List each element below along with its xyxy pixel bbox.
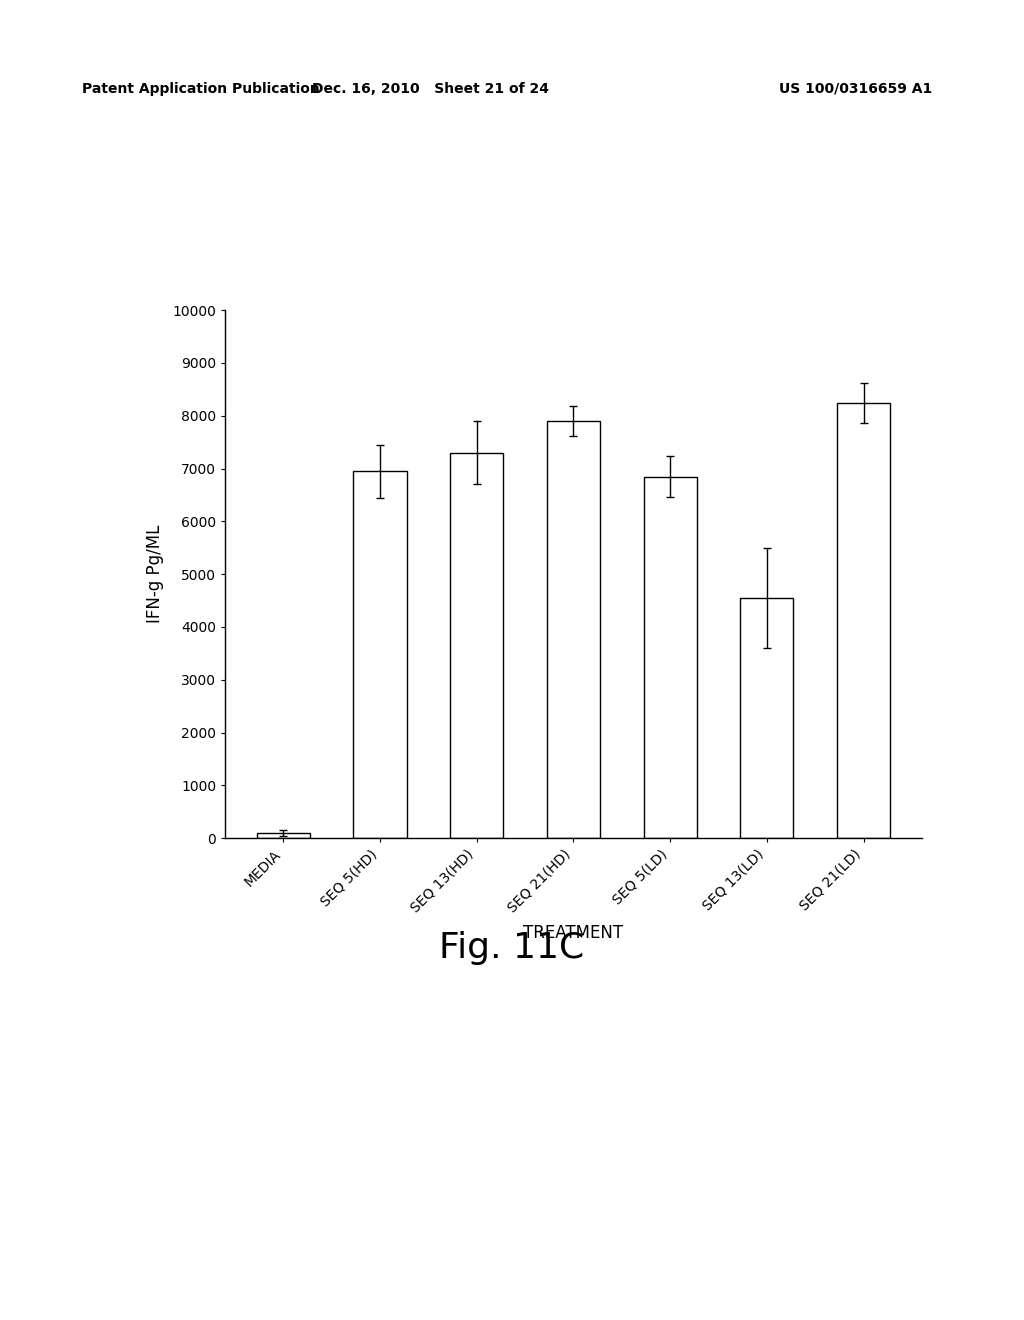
Text: Fig. 11C: Fig. 11C xyxy=(439,931,585,965)
Bar xyxy=(740,598,794,838)
Text: Dec. 16, 2010   Sheet 21 of 24: Dec. 16, 2010 Sheet 21 of 24 xyxy=(311,82,549,96)
Bar xyxy=(353,471,407,838)
Text: US 100/0316659 A1: US 100/0316659 A1 xyxy=(778,82,932,96)
Text: Patent Application Publication: Patent Application Publication xyxy=(82,82,319,96)
Bar xyxy=(643,477,696,838)
Bar xyxy=(837,403,890,838)
Y-axis label: IFN-g Pg/ML: IFN-g Pg/ML xyxy=(146,525,164,623)
Bar xyxy=(451,453,504,838)
Bar xyxy=(257,833,310,838)
X-axis label: TREATMENT: TREATMENT xyxy=(523,924,624,941)
Bar xyxy=(547,421,600,838)
